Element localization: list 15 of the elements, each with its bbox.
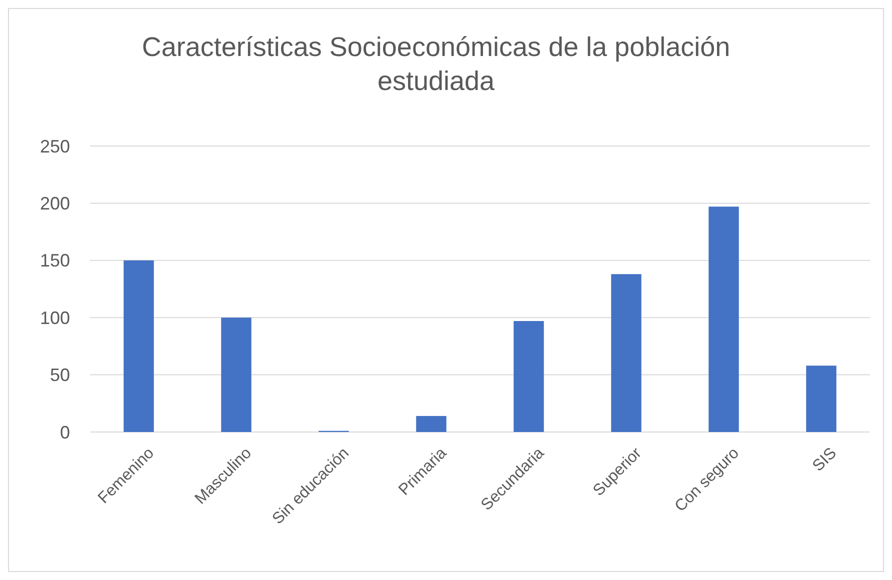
chart-title: Características Socioeconómicas de la población estudiada (142, 32, 730, 96)
y-tick-label: 0 (60, 422, 70, 442)
bar (221, 318, 252, 432)
y-tick-label: 150 (40, 250, 70, 271)
y-tick-label: 100 (40, 308, 70, 328)
bar (416, 416, 446, 432)
bar (611, 274, 642, 432)
x-tick-label: SIS (810, 444, 840, 475)
y-tick-label: 250 (40, 136, 70, 156)
bar (708, 206, 739, 432)
bar (514, 321, 544, 432)
y-tick-label: 200 (40, 194, 70, 214)
bar (124, 260, 154, 432)
bar (806, 366, 836, 432)
y-tick-label: 50 (50, 365, 70, 386)
